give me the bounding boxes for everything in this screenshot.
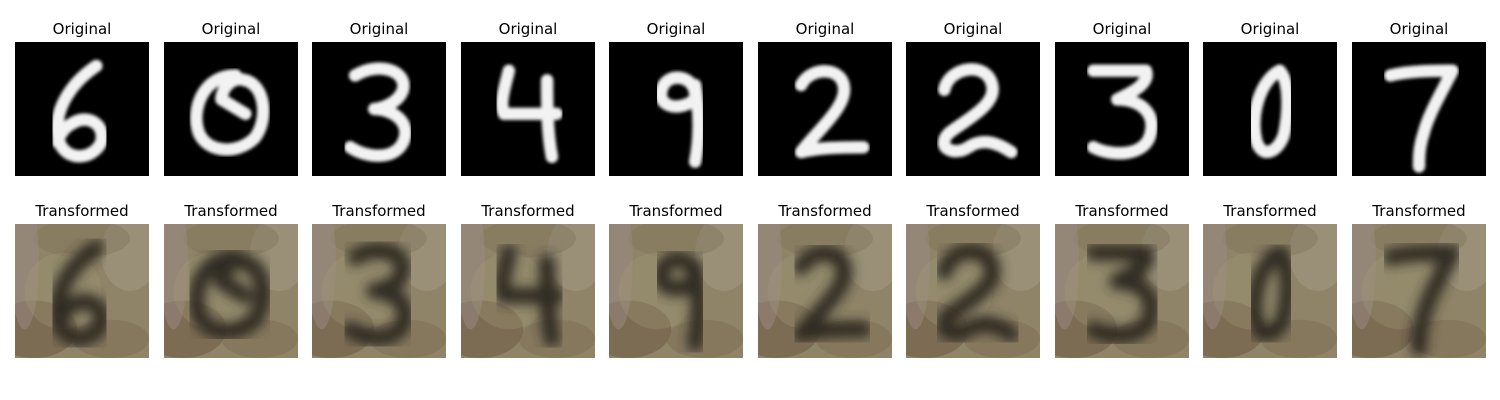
original-title: Original xyxy=(1055,20,1189,38)
tile-background xyxy=(758,42,892,176)
original-digit-image xyxy=(1055,42,1189,176)
original-digit-image xyxy=(758,42,892,176)
transformed-title: Transformed xyxy=(609,202,743,220)
original-title: Original xyxy=(609,20,743,38)
transformed-title: Transformed xyxy=(15,202,149,220)
transformed-title: Transformed xyxy=(312,202,446,220)
original-title: Original xyxy=(1352,20,1486,38)
original-digit-image xyxy=(609,42,743,176)
original-digit-image xyxy=(1203,42,1337,176)
original-title: Original xyxy=(758,20,892,38)
original-title: Original xyxy=(1203,20,1337,38)
transformed-digit-image xyxy=(1352,224,1486,358)
transformed-title: Transformed xyxy=(758,202,892,220)
transformed-digit-image xyxy=(906,224,1040,358)
transformed-digit-image xyxy=(312,224,446,358)
transformed-title: Transformed xyxy=(1352,202,1486,220)
transformed-digit-image xyxy=(1203,224,1337,358)
original-title: Original xyxy=(312,20,446,38)
transformed-digit-image xyxy=(164,224,298,358)
original-digit-image xyxy=(164,42,298,176)
original-title: Original xyxy=(164,20,298,38)
original-digit-image xyxy=(461,42,595,176)
transformed-digit-image xyxy=(15,224,149,358)
original-digit-image xyxy=(906,42,1040,176)
transformed-title: Transformed xyxy=(164,202,298,220)
original-title: Original xyxy=(461,20,595,38)
transformed-title: Transformed xyxy=(461,202,595,220)
transformed-title: Transformed xyxy=(1055,202,1189,220)
transformed-title: Transformed xyxy=(906,202,1040,220)
original-title: Original xyxy=(15,20,149,38)
original-title: Original xyxy=(906,20,1040,38)
original-digit-image xyxy=(312,42,446,176)
original-digit-image xyxy=(15,42,149,176)
transformed-digit-image xyxy=(461,224,595,358)
transformed-digit-image xyxy=(609,224,743,358)
original-digit-image xyxy=(1352,42,1486,176)
transformed-title: Transformed xyxy=(1203,202,1337,220)
transformed-digit-image xyxy=(758,224,892,358)
transformed-digit-image xyxy=(1055,224,1189,358)
